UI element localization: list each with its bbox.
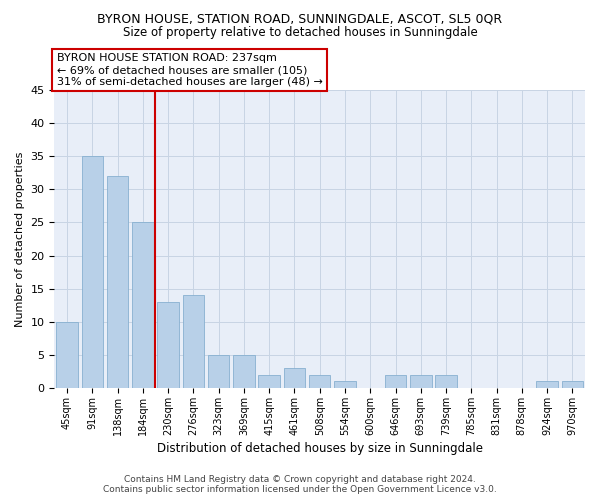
Text: BYRON HOUSE STATION ROAD: 237sqm
← 69% of detached houses are smaller (105)
31% : BYRON HOUSE STATION ROAD: 237sqm ← 69% o…: [57, 54, 323, 86]
Bar: [309, 375, 331, 388]
Bar: [385, 375, 406, 388]
Text: Contains HM Land Registry data © Crown copyright and database right 2024.
Contai: Contains HM Land Registry data © Crown c…: [103, 474, 497, 494]
Bar: [182, 296, 204, 388]
Bar: [259, 375, 280, 388]
Bar: [107, 176, 128, 388]
Bar: [208, 355, 229, 388]
Bar: [82, 156, 103, 388]
Bar: [56, 322, 78, 388]
Bar: [334, 382, 356, 388]
Bar: [284, 368, 305, 388]
Text: Size of property relative to detached houses in Sunningdale: Size of property relative to detached ho…: [122, 26, 478, 39]
X-axis label: Distribution of detached houses by size in Sunningdale: Distribution of detached houses by size …: [157, 442, 483, 455]
Bar: [536, 382, 558, 388]
Bar: [410, 375, 431, 388]
Bar: [132, 222, 154, 388]
Text: BYRON HOUSE, STATION ROAD, SUNNINGDALE, ASCOT, SL5 0QR: BYRON HOUSE, STATION ROAD, SUNNINGDALE, …: [97, 12, 503, 26]
Bar: [435, 375, 457, 388]
Bar: [562, 382, 583, 388]
Y-axis label: Number of detached properties: Number of detached properties: [15, 152, 25, 326]
Bar: [157, 302, 179, 388]
Bar: [233, 355, 254, 388]
